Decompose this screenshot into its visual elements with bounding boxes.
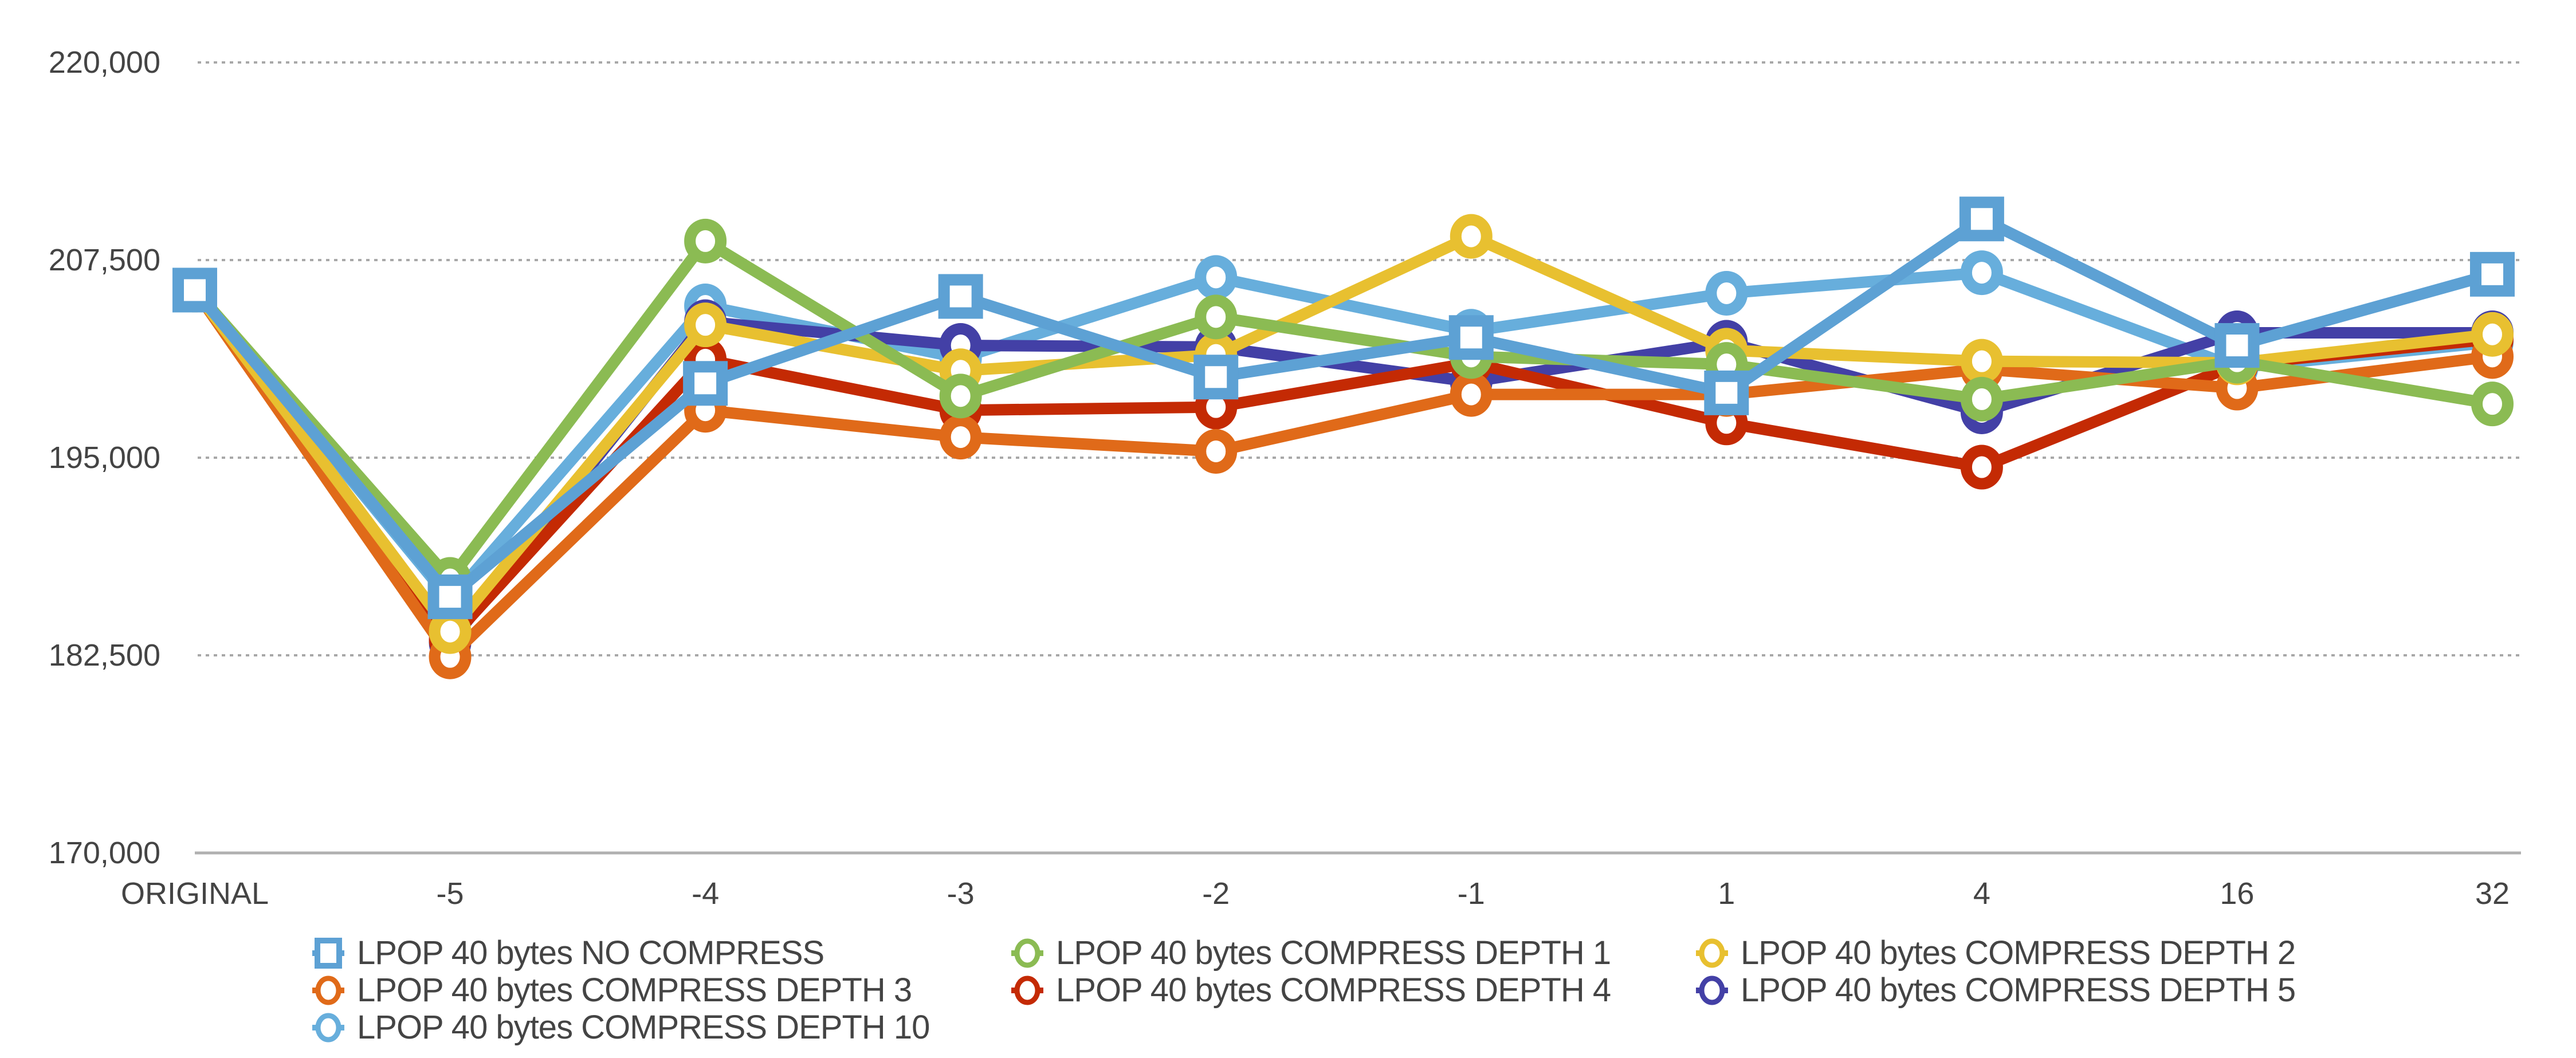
legend-item-depth-4[interactable]: LPOP 40 bytes COMPRESS DEPTH 4 <box>1011 971 1611 1009</box>
series-line <box>190 286 2493 666</box>
square-marker-icon <box>312 937 344 969</box>
legend-item-depth-3[interactable]: LPOP 40 bytes COMPRESS DEPTH 3 <box>312 971 912 1009</box>
data-point-marker[interactable] <box>1195 255 1238 300</box>
data-point-marker[interactable] <box>1195 294 1238 340</box>
data-point-marker[interactable] <box>1959 196 2004 242</box>
series-group <box>172 196 2515 679</box>
x-tick-label: -1 <box>1458 876 1485 911</box>
legend-label: LPOP 40 bytes COMPRESS DEPTH 4 <box>1056 972 1611 1009</box>
series-line <box>190 266 2493 609</box>
y-tick-label: 195,000 <box>49 440 160 475</box>
x-tick-label: 4 <box>1973 876 1990 911</box>
data-point-marker[interactable] <box>1705 270 1748 316</box>
series-line <box>190 233 2493 589</box>
series-line <box>190 230 2493 641</box>
data-point-marker[interactable] <box>1704 370 1749 415</box>
legend-label: LPOP 40 bytes COMPRESS DEPTH 3 <box>357 972 912 1009</box>
legend-item-no-compress[interactable]: LPOP 40 bytes NO COMPRESS <box>312 934 824 972</box>
legend-item-depth-10[interactable]: LPOP 40 bytes COMPRESS DEPTH 10 <box>312 1008 930 1047</box>
x-tick-label: -2 <box>1202 876 1230 911</box>
legend-item-depth-1[interactable]: LPOP 40 bytes COMPRESS DEPTH 1 <box>1011 934 1611 972</box>
x-tick-label: 16 <box>2220 876 2254 911</box>
circle-marker-icon <box>1696 937 1728 969</box>
legend-item-depth-5[interactable]: LPOP 40 bytes COMPRESS DEPTH 5 <box>1696 971 2296 1009</box>
data-point-marker[interactable] <box>2471 312 2514 357</box>
legend-label: LPOP 40 bytes COMPRESS DEPTH 1 <box>1056 934 1611 972</box>
data-point-marker[interactable] <box>684 302 727 348</box>
y-axis: 170,000 182,500 195,000 207,500 220,000 <box>49 45 160 870</box>
y-tick-label: 207,500 <box>49 243 160 277</box>
legend-label: LPOP 40 bytes COMPRESS DEPTH 2 <box>1741 934 2296 972</box>
circle-marker-icon <box>1011 937 1043 969</box>
y-tick-label: 170,000 <box>49 836 160 870</box>
data-point-marker[interactable] <box>939 415 982 460</box>
series-depth-4 <box>174 268 2514 662</box>
circle-marker-icon <box>312 1012 344 1044</box>
gridlines <box>195 61 2521 855</box>
data-point-marker[interactable] <box>2214 323 2260 368</box>
legend-label: LPOP 40 bytes COMPRESS DEPTH 10 <box>357 1009 930 1046</box>
data-point-marker[interactable] <box>1960 250 2003 296</box>
data-point-marker[interactable] <box>939 373 982 419</box>
y-tick-label: 182,500 <box>49 638 160 672</box>
data-point-marker[interactable] <box>683 361 728 406</box>
series-line <box>190 286 2493 649</box>
y-tick-label: 220,000 <box>49 45 160 80</box>
x-tick-label: 32 <box>2475 876 2510 911</box>
data-point-marker[interactable] <box>1450 372 1493 417</box>
x-tick-label: -5 <box>437 876 464 911</box>
x-tick-label: -4 <box>692 876 719 911</box>
circle-marker-icon <box>1011 974 1043 1006</box>
x-tick-label: 1 <box>1718 876 1735 911</box>
data-point-marker[interactable] <box>1450 214 1493 259</box>
data-point-marker[interactable] <box>172 268 217 313</box>
data-point-marker[interactable] <box>1193 355 1239 400</box>
circle-marker-icon <box>1696 974 1728 1006</box>
x-axis: ORIGINAL -5 -4 -3 -2 -1 1 4 16 32 <box>121 876 2510 911</box>
data-point-marker[interactable] <box>1195 428 1238 474</box>
x-tick-label: -3 <box>947 876 975 911</box>
legend-label: LPOP 40 bytes NO COMPRESS <box>357 934 824 972</box>
x-tick-label: ORIGINAL <box>121 876 269 911</box>
series-no-compress <box>172 196 2515 619</box>
data-point-marker[interactable] <box>2471 381 2514 427</box>
data-point-marker[interactable] <box>2470 251 2515 297</box>
legend-item-depth-2[interactable]: LPOP 40 bytes COMPRESS DEPTH 2 <box>1696 934 2296 972</box>
data-point-marker[interactable] <box>1960 376 2003 422</box>
data-point-marker[interactable] <box>1448 315 1494 360</box>
data-point-marker[interactable] <box>427 574 473 619</box>
data-point-marker[interactable] <box>938 274 983 319</box>
data-point-marker[interactable] <box>1960 339 2003 384</box>
series-line <box>190 212 2494 605</box>
data-point-marker[interactable] <box>1960 445 2003 490</box>
data-point-marker[interactable] <box>429 609 472 654</box>
data-point-marker[interactable] <box>684 218 727 263</box>
legend-label: LPOP 40 bytes COMPRESS DEPTH 5 <box>1741 972 2296 1009</box>
circle-marker-icon <box>312 974 344 1006</box>
